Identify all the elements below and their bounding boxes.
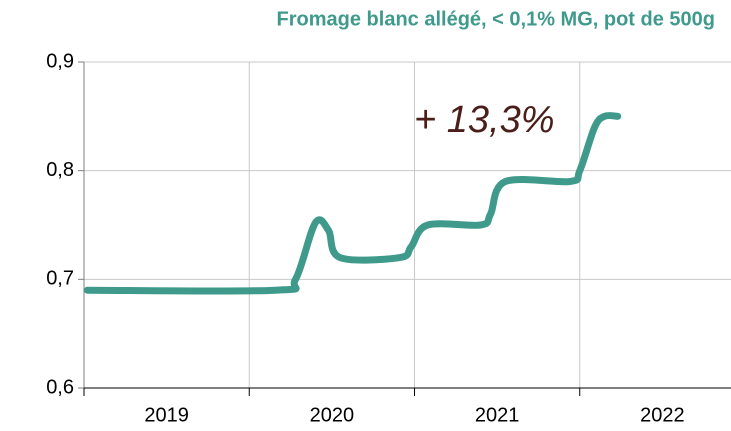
annotation: + 13,3% bbox=[414, 99, 555, 141]
x-tick-label: 2022 bbox=[640, 404, 685, 426]
line-series bbox=[83, 112, 622, 295]
x-tick-label: 2021 bbox=[475, 404, 520, 426]
chart-title: Fromage blanc allégé, < 0,1% MG, pot de … bbox=[277, 8, 715, 30]
y-tick-label: 0,8 bbox=[46, 159, 74, 181]
y-tick-label: 0,7 bbox=[46, 268, 74, 290]
plot: 0,6 0,7 0,8 0,9 2019 2020 2021 2022 bbox=[46, 50, 731, 426]
y-tick-label: 0,9 bbox=[46, 50, 74, 72]
x-tick-label: 2020 bbox=[310, 404, 355, 426]
x-tick-label: 2019 bbox=[144, 404, 189, 426]
y-tick-label: 0,6 bbox=[46, 376, 74, 398]
